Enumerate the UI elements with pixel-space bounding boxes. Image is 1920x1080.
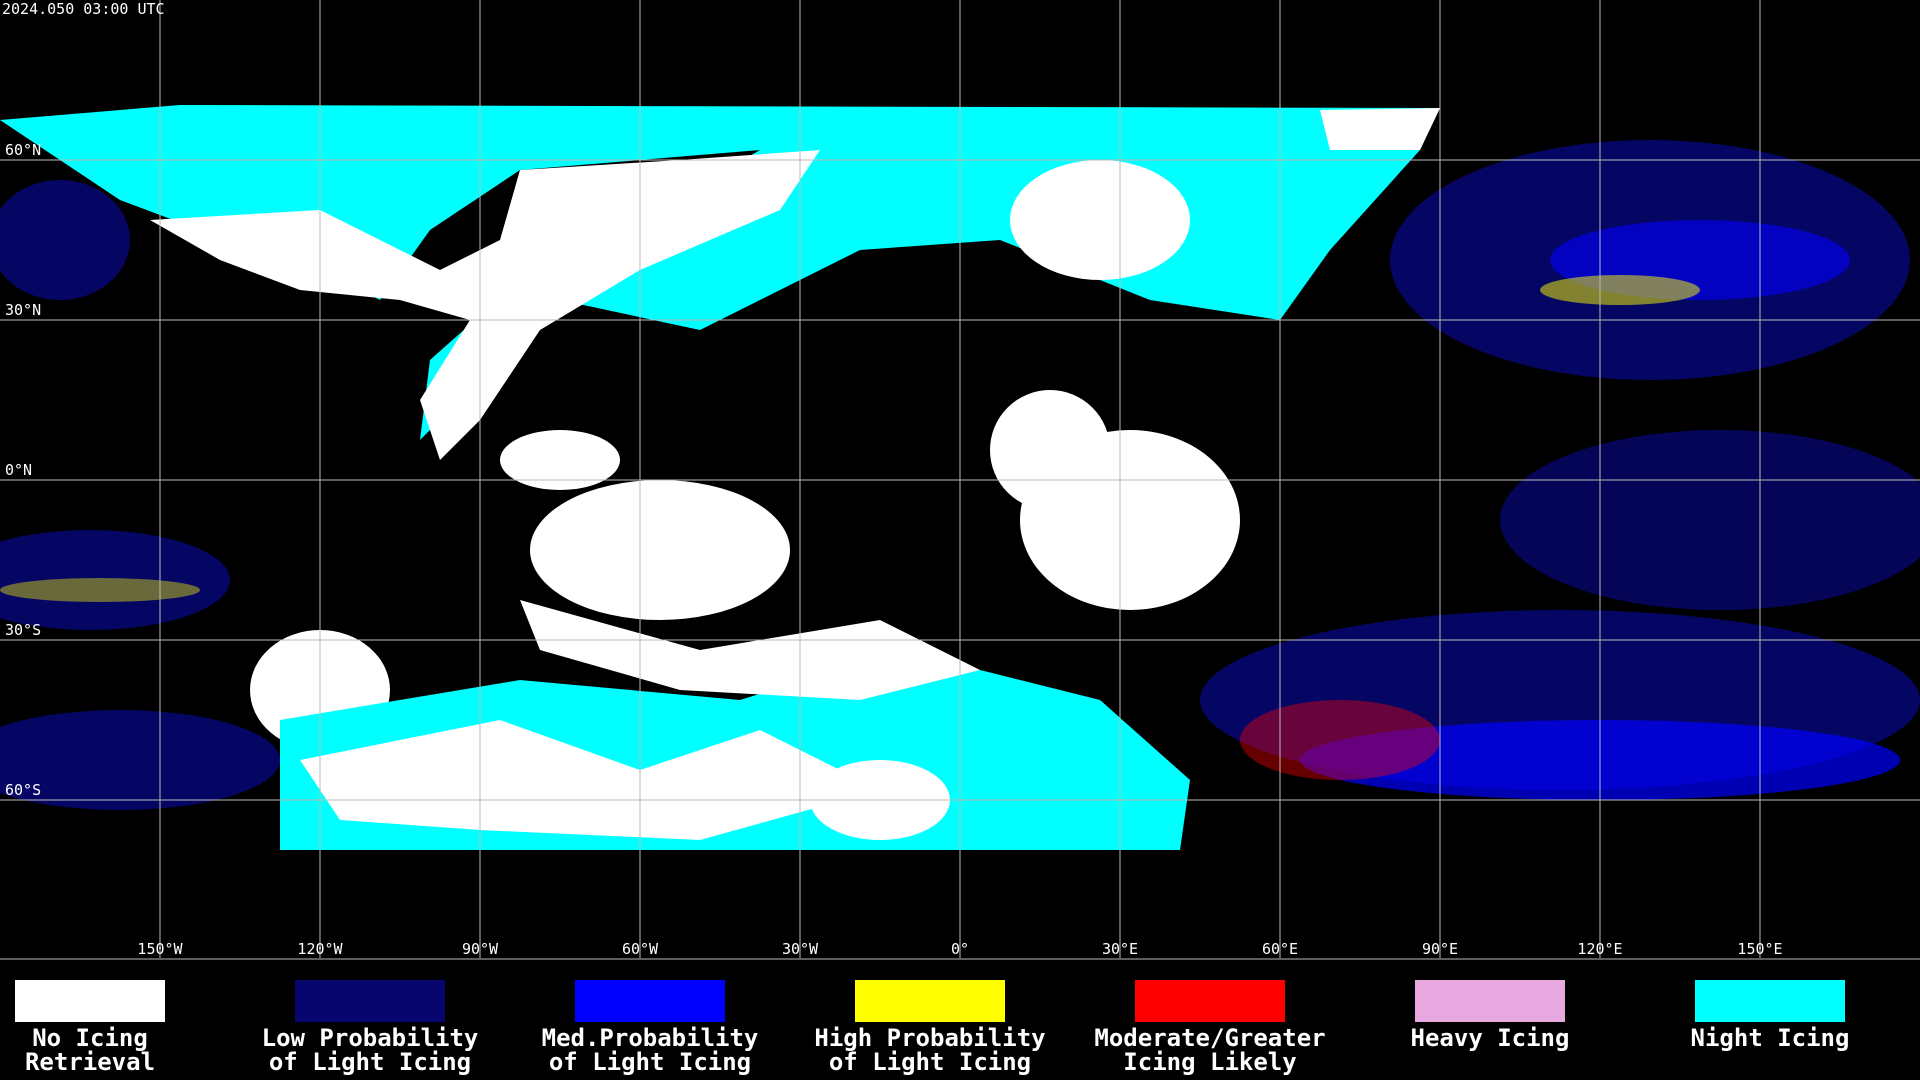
longitude-label: 90°W — [462, 940, 499, 958]
legend-swatch — [15, 980, 165, 1022]
graticule — [0, 0, 1920, 960]
latitude-label: 30°S — [5, 621, 41, 639]
legend-label: of Light Icing — [829, 1048, 1031, 1076]
legend-label: Moderate/Greater — [1094, 1024, 1325, 1052]
latitude-label: 30°N — [5, 301, 41, 319]
longitude-label: 60°E — [1262, 940, 1298, 958]
legend-swatch — [1695, 980, 1845, 1022]
legend-label: Icing Likely — [1123, 1048, 1296, 1076]
legend-swatch — [1415, 980, 1565, 1022]
timestamp: 2024.050 03:00 UTC — [2, 0, 165, 18]
legend-label: No Icing — [32, 1024, 148, 1052]
longitude-label: 60°W — [622, 940, 659, 958]
legend-label: Med.Probability — [542, 1024, 759, 1052]
legend-swatch — [575, 980, 725, 1022]
legend-label: of Light Icing — [269, 1048, 471, 1076]
longitude-label: 120°W — [297, 940, 343, 958]
cloud-field — [0, 105, 1920, 850]
latitude-label: 60°N — [5, 141, 41, 159]
legend-swatch — [1135, 980, 1285, 1022]
legend-label: Heavy Icing — [1411, 1024, 1570, 1052]
legend-label: Low Probability — [262, 1024, 479, 1052]
graticule-labels: 60°N 30°N 0°N 30°S 60°S 150°W 120°W 90°W 60°W 30°… — [5, 141, 1783, 958]
legend-label: High Probability — [814, 1024, 1045, 1052]
legend-swatch — [295, 980, 445, 1022]
latitude-label: 0°N — [5, 461, 32, 479]
legend-label: Retrieval — [25, 1048, 155, 1076]
legend-label: Night Icing — [1691, 1024, 1850, 1052]
longitude-label: 90°E — [1422, 940, 1458, 958]
longitude-label: 30°W — [782, 940, 819, 958]
longitude-label: 150°W — [137, 940, 183, 958]
longitude-label: 30°E — [1102, 940, 1138, 958]
longitude-label: 0° — [951, 940, 969, 958]
longitude-label: 150°E — [1737, 940, 1782, 958]
longitude-label: 120°E — [1577, 940, 1622, 958]
legend-swatch — [855, 980, 1005, 1022]
legend-label: of Light Icing — [549, 1048, 751, 1076]
latitude-label: 60°S — [5, 781, 41, 799]
